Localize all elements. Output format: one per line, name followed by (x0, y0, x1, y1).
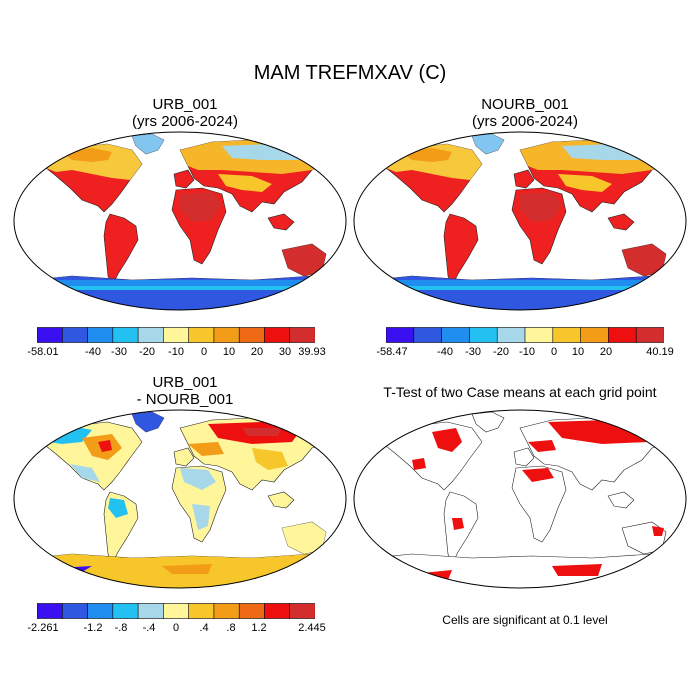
cbar-diff-label: .8 (226, 622, 236, 634)
panel-diff-title-line1: URB_001 (152, 374, 218, 391)
cbar-diff-label: 2.445 (298, 622, 326, 634)
colorbar-swatch (61, 603, 89, 619)
cbar-nourb-label: 10 (571, 346, 585, 358)
cbar-diff-label: -1.2 (83, 622, 103, 634)
colorbar-swatch (213, 603, 240, 619)
nourb-hot-tropics (520, 192, 666, 276)
cbar-urb-label: -30 (111, 346, 127, 358)
cbar-nourb-label: 40.19 (646, 346, 674, 358)
panel-nourb-title: NOURB_001 (yrs 2006-2024) (400, 96, 650, 130)
colorbar-swatch (137, 603, 164, 619)
colorbar-swatch (163, 327, 190, 343)
colorbar-swatch (37, 327, 63, 343)
colorbar-swatch (213, 327, 240, 343)
urb-hot-tropics (180, 192, 326, 276)
colorbar-swatch (188, 327, 215, 343)
cbar-diff-label: -2.261 (27, 622, 59, 634)
cbar-diff-label: -.8 (114, 622, 128, 634)
cbar-diff-label: .4 (199, 622, 209, 634)
colorbar-swatch (137, 327, 164, 343)
cbar-urb-label: -20 (139, 346, 155, 358)
colorbar-swatch (112, 327, 139, 343)
map-urb (13, 131, 347, 311)
panel-urb-title-line1: URB_001 (152, 96, 218, 113)
colorbar-swatch (524, 327, 554, 343)
colorbar-swatch (87, 327, 114, 343)
colorbar-swatch (441, 327, 470, 343)
colorbar-swatch (264, 327, 291, 343)
panel-urb-title: URB_001 (yrs 2006-2024) (60, 96, 310, 130)
colorbar-swatch (552, 327, 582, 343)
colorbar-swatch (496, 327, 526, 343)
cbar-nourb-label: -20 (493, 346, 509, 358)
cbar-urb-label: 10 (222, 346, 236, 358)
colorbar-swatch (61, 327, 89, 343)
map-ttest (353, 409, 687, 589)
panel-urb-title-line2: (yrs 2006-2024) (132, 113, 238, 130)
colorbar-swatch (188, 603, 215, 619)
cbar-urb-label: -58.01 (27, 346, 59, 358)
colorbar-swatch (238, 603, 265, 619)
cbar-nourb-label: 20 (599, 346, 613, 358)
cbar-urb-label: -40 (85, 346, 101, 358)
cbar-nourb-label: -10 (519, 346, 535, 358)
colorbar-diff (37, 603, 315, 619)
colorbar-swatch (163, 603, 190, 619)
panel-diff-title: URB_001 - NOURB_001 (60, 374, 310, 408)
panel-diff-title-line2: - NOURB_001 (136, 391, 234, 408)
cbar-nourb-label: -40 (437, 346, 453, 358)
cbar-urb-label: 20 (250, 346, 264, 358)
figure-title: MAM TREFMXAV (C) (253, 62, 447, 84)
cbar-diff-label: 0 (172, 622, 180, 634)
colorbar-swatch (386, 327, 415, 343)
cbar-urb-label: -10 (168, 346, 184, 358)
colorbar-swatch (238, 327, 265, 343)
cbar-urb-label: 39.93 (298, 346, 326, 358)
cbar-urb-label: 30 (278, 346, 292, 358)
colorbar-swatch (635, 327, 664, 343)
colorbar-swatch (413, 327, 443, 343)
panel-ttest-title: T-Test of two Case means at each grid po… (383, 384, 657, 400)
colorbar-swatch (87, 603, 114, 619)
panel-nourb-title-line2: (yrs 2006-2024) (472, 113, 578, 130)
cbar-nourb-label: 0 (550, 346, 558, 358)
colorbar-swatch (608, 327, 637, 343)
colorbar-swatch (580, 327, 609, 343)
colorbar-swatch (469, 327, 498, 343)
cbar-nourb-label: -58.47 (376, 346, 408, 358)
cbar-urb-label: 0 (200, 346, 208, 358)
colorbar-swatch (264, 603, 291, 619)
colorbar-swatch (289, 327, 315, 343)
cbar-nourb-label: -30 (465, 346, 481, 358)
colorbar-swatch (112, 603, 139, 619)
map-nourb (353, 131, 687, 311)
cbar-diff-label: 1.2 (251, 622, 267, 634)
colorbar-swatch (289, 603, 315, 619)
map-difference (13, 409, 347, 589)
colorbar-nourb (386, 327, 664, 343)
colorbar-swatch (37, 603, 63, 619)
panel-nourb-title-line1: NOURB_001 (481, 96, 569, 113)
ttest-significance-note: Cells are significant at 0.1 level (442, 613, 608, 627)
cbar-diff-label: -.4 (142, 622, 156, 634)
colorbar-urb (37, 327, 315, 343)
